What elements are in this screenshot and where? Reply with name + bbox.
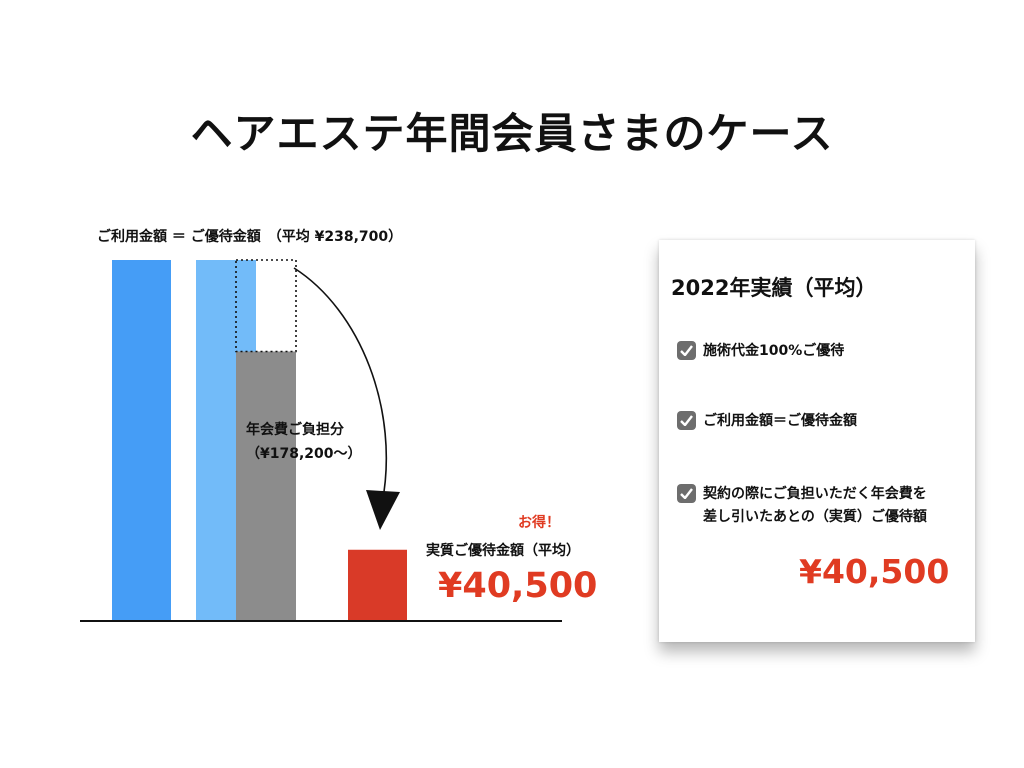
chart-top-annotation: ご利用金額 ＝ ご優待金額 （平均 ¥238,700） (97, 229, 403, 245)
checkbox-icon (677, 411, 696, 430)
actual-discount-label: 実質ご優待金額（平均） (426, 543, 580, 559)
bar-annual-fee (236, 351, 296, 621)
card-item-text: 契約の際にご負担いただく年会費を 差し引いたあとの（実質）ご優待額 (703, 483, 927, 529)
card-item: 施術代金100%ご優待 (677, 340, 844, 363)
arrow-head (366, 490, 400, 530)
page-title: ヘアエステ年間会員さまのケース (190, 109, 834, 158)
card-item-line1: 契約の際にご負担いただく年会費を (703, 486, 927, 502)
actual-discount-amount: ¥40,500 (438, 566, 598, 606)
card-amount: ¥40,500 (799, 552, 950, 591)
annual-fee-label-line2: （¥178,200〜） (246, 446, 362, 462)
card-item-text: ご利用金額＝ご優待金額 (703, 413, 857, 429)
otoku-label: お得！ (518, 515, 560, 531)
checkbox-icon (677, 484, 696, 503)
checkbox-icon (677, 341, 696, 360)
curved-arrow (293, 267, 388, 505)
summary-card: 2022年実績（平均） 施術代金100%ご優待 ご利用金額＝ご優待金額 契約の際… (659, 240, 975, 642)
card-item: 契約の際にご負担いただく年会費を 差し引いたあとの（実質）ご優待額 (677, 483, 927, 529)
card-title: 2022年実績（平均） (671, 276, 877, 300)
card-item: ご利用金額＝ご優待金額 (677, 410, 857, 433)
annual-fee-label: 年会費ご負担分 （¥178,200〜） (246, 418, 362, 466)
bar-actual-discount (348, 549, 407, 621)
card-item-line2: 差し引いたあとの（実質）ご優待額 (703, 509, 927, 525)
bar-usage-amount (112, 260, 171, 621)
annual-fee-label-line1: 年会費ご負担分 (246, 422, 344, 438)
bar-moved-portion (256, 260, 296, 352)
card-item-text: 施術代金100%ご優待 (703, 343, 845, 359)
bar-moved-outline (235, 259, 297, 353)
